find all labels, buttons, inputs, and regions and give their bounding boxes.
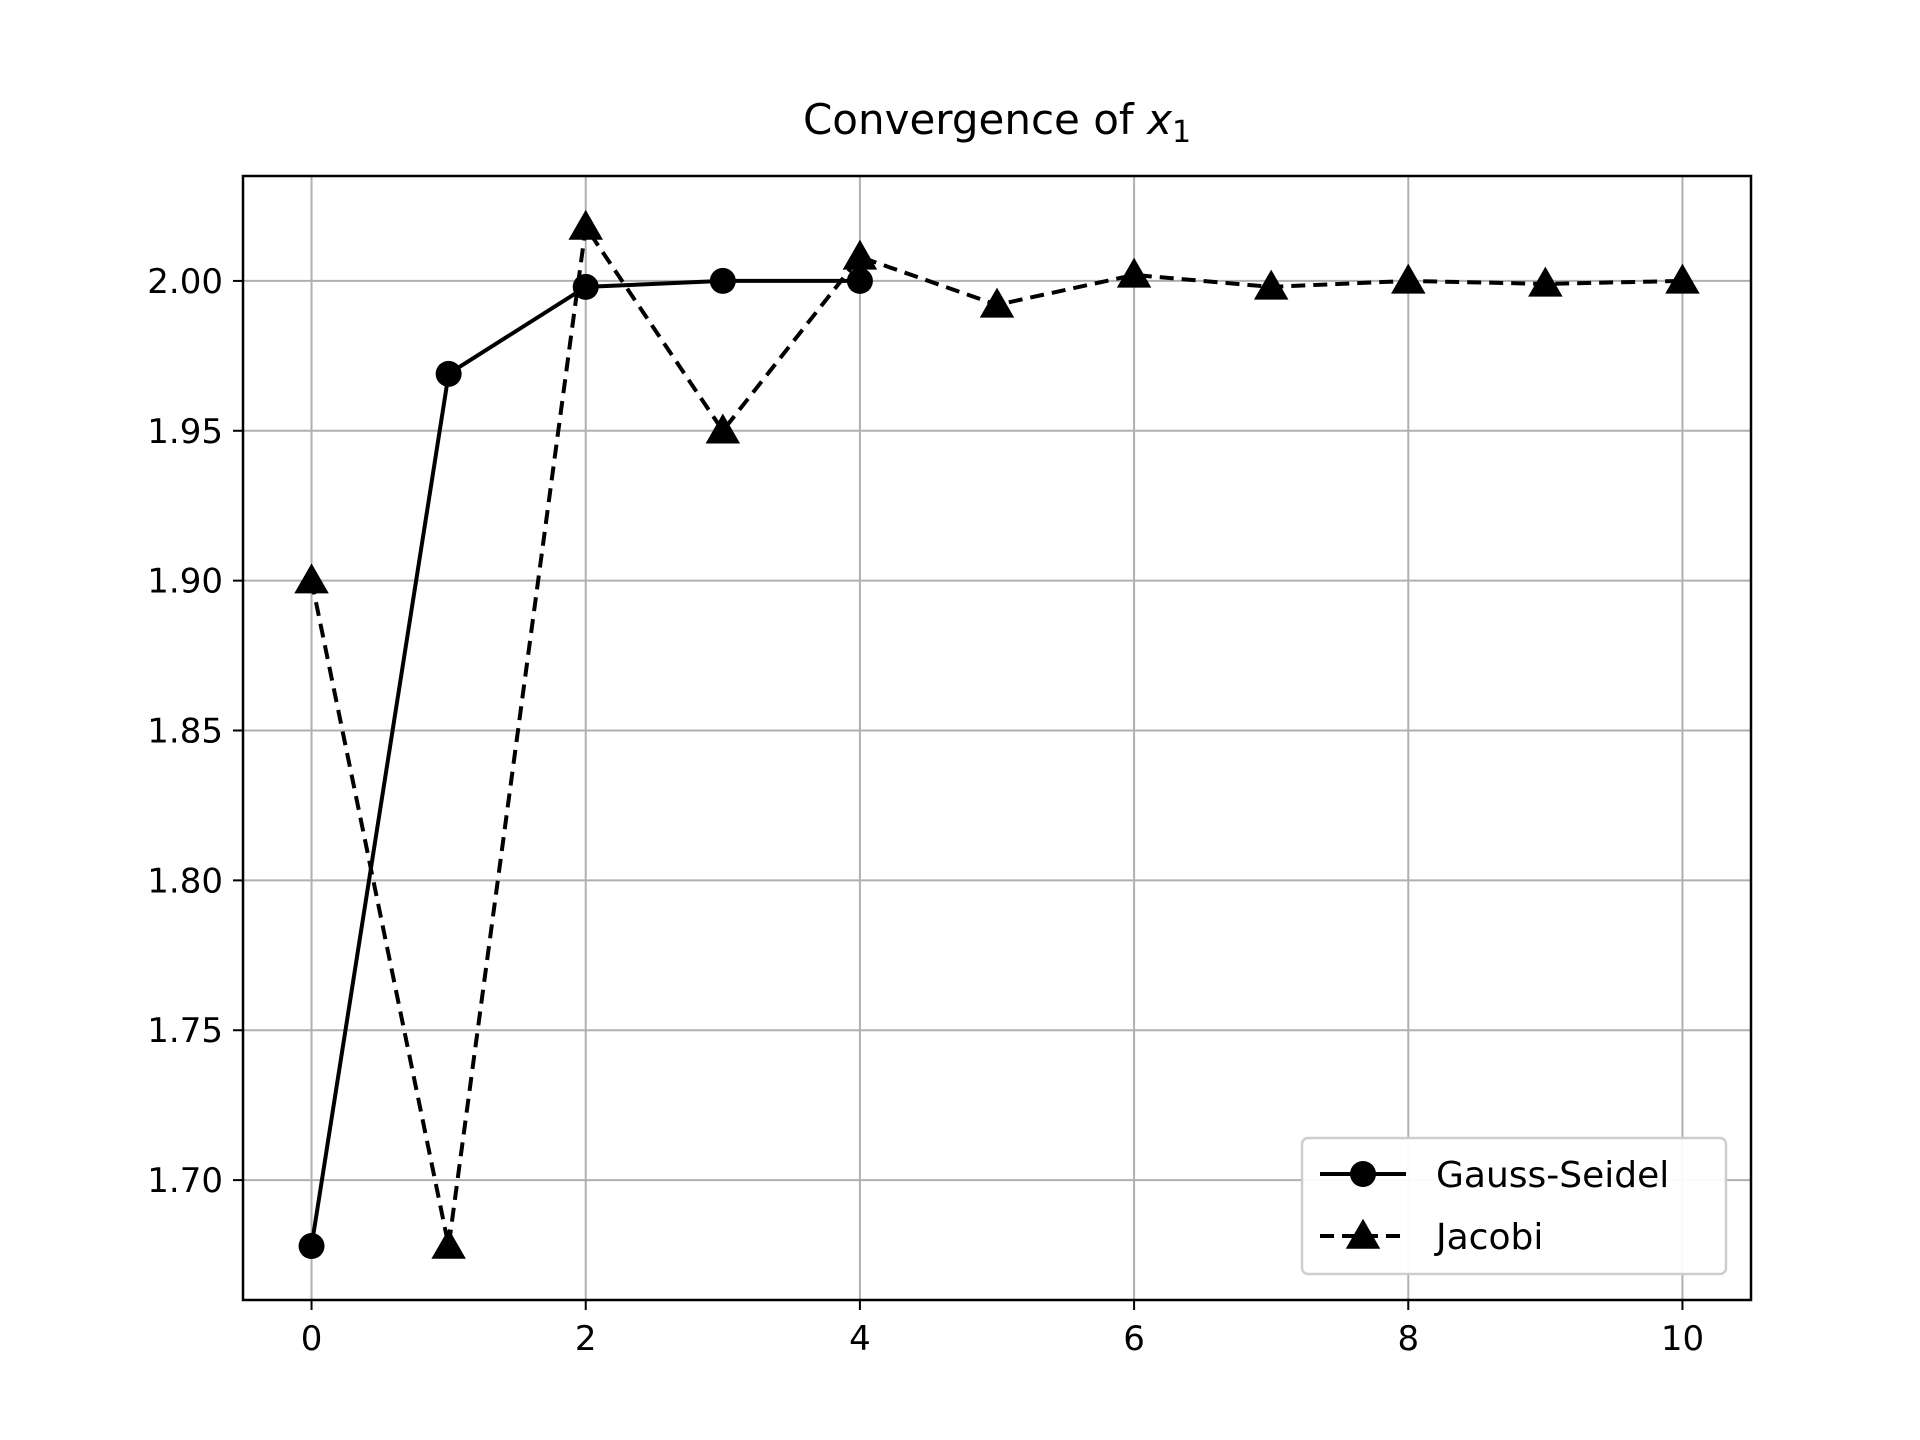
title-subscript: 1: [1172, 115, 1191, 150]
series-gauss-seidel: [298, 267, 873, 1260]
legend-marker: [1345, 1218, 1381, 1249]
data-point-triangle: [1391, 263, 1426, 294]
y-tick-label: 2.00: [147, 262, 223, 302]
title-main: Convergence of: [803, 95, 1147, 144]
legend-label: Jacobi: [1434, 1217, 1543, 1258]
legend-label: Gauss-Seidel: [1436, 1155, 1669, 1196]
data-point-triangle: [294, 563, 329, 594]
data-point-triangle: [1116, 257, 1152, 288]
y-tick-label: 1.90: [147, 562, 223, 602]
chart-title: Convergence of x1: [803, 95, 1191, 150]
x-tick-label: 4: [849, 1319, 871, 1359]
y-tick-label: 1.70: [147, 1161, 223, 1201]
series-jacobi: [294, 209, 1700, 1259]
legend: Gauss-Seidel Jacobi: [1300, 1136, 1728, 1276]
series-layer: [294, 209, 1700, 1260]
x-tick-label: 6: [1123, 1319, 1145, 1359]
y-tick-label: 1.95: [147, 412, 223, 452]
data-point-triangle: [431, 1228, 466, 1259]
data-point-triangle: [568, 209, 603, 240]
data-point-circle: [435, 360, 462, 387]
legend-entry: Jacobi: [1320, 1217, 1543, 1258]
x-tick-label: 10: [1661, 1319, 1704, 1359]
y-tick-label: 1.75: [147, 1011, 223, 1051]
data-point-circle: [298, 1233, 325, 1260]
data-point-triangle: [1665, 263, 1700, 294]
x-tick-label: 8: [1397, 1319, 1419, 1359]
data-point-triangle: [842, 239, 878, 270]
legend-marker: [1350, 1161, 1376, 1187]
data-point-triangle: [705, 413, 741, 444]
data-point-triangle: [1253, 269, 1289, 300]
legend-entry: Gauss-Seidel: [1320, 1155, 1669, 1196]
data-point-triangle: [1528, 266, 1563, 297]
x-tick-label: 0: [301, 1319, 323, 1359]
y-tick-label: 1.85: [147, 712, 223, 752]
data-point-circle: [846, 267, 873, 294]
ticks: 0 2 4 6 8 10 1.70 1.75 1.80 1.85 1.90 1.95 2.00: [147, 262, 1704, 1359]
data-point-triangle: [979, 287, 1015, 318]
y-tick-label: 1.80: [147, 861, 223, 901]
legend-box: [1300, 1136, 1728, 1276]
title-variable: x: [1145, 95, 1173, 144]
x-tick-label: 2: [575, 1319, 597, 1359]
data-point-circle: [709, 267, 736, 294]
axes-frame: [241, 174, 1753, 1302]
grid-lines: [243, 176, 1751, 1300]
